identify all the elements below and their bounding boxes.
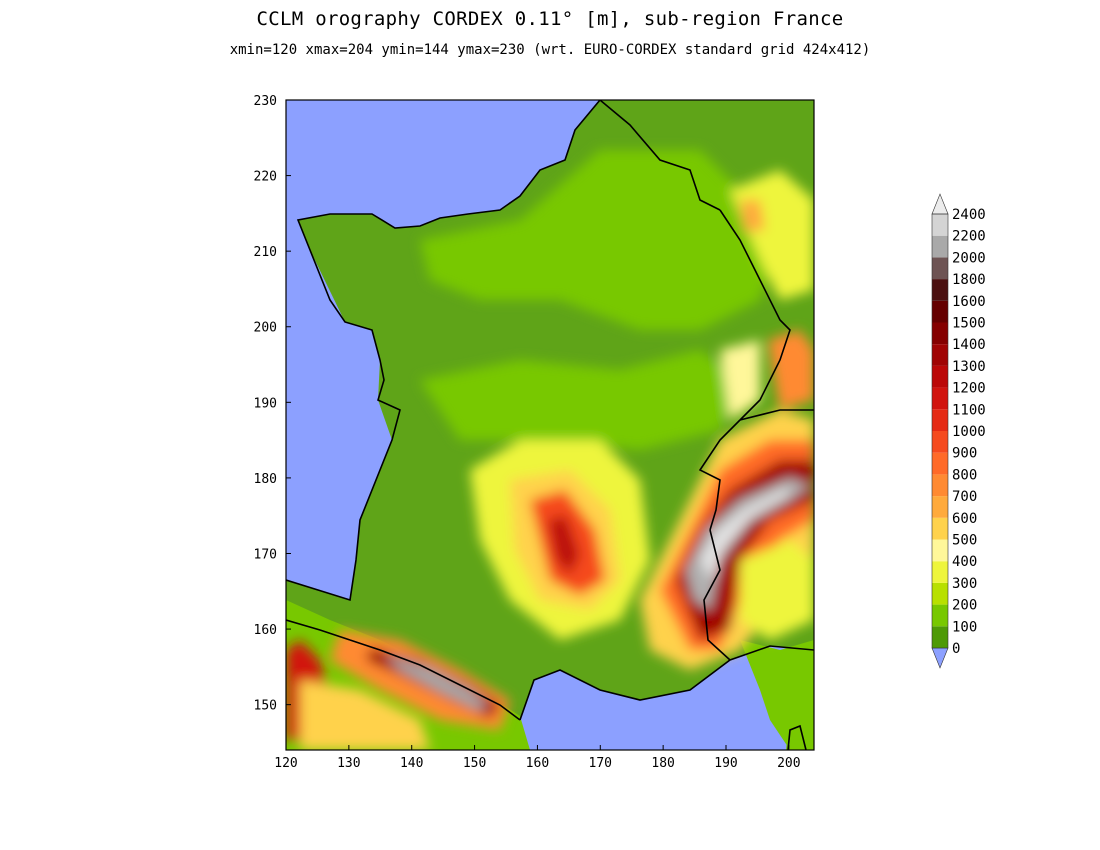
colorbar-level-label: 1800: [952, 272, 986, 288]
colorbar-legend: 0 100 200 300 400 500 600 700 800 900 1000 1100 1200…: [931, 193, 986, 669]
colorbar-level-label: 1600: [952, 294, 986, 310]
colorbar-swatch: [932, 409, 948, 431]
coastlines: [286, 100, 814, 750]
x-tick-label: 150: [463, 756, 486, 771]
border-swiss: [698, 419, 741, 531]
colorbar-level-label: 2400: [952, 207, 986, 223]
colorbar-level-label: 2000: [952, 250, 986, 266]
x-tick-label: 120: [274, 756, 297, 771]
colorbar-swatch: [932, 365, 948, 388]
colorbar-level-label: 1200: [952, 381, 986, 397]
plain-center: [420, 350, 740, 450]
map-title: CCLM orography CORDEX 0.11° [m], sub-reg…: [256, 8, 844, 30]
x-tick-label: 130: [337, 756, 360, 771]
colorbar-level-label: 2200: [952, 229, 986, 245]
coastline-corsica: [787, 724, 807, 750]
border-spain: [349, 639, 521, 721]
border-rhine: [719, 209, 791, 421]
colorbar-swatch: [932, 626, 948, 648]
colorbar-swatch: [932, 539, 948, 562]
colorbar-level-label: 500: [952, 533, 977, 549]
colorbar-level-label: 600: [952, 511, 977, 527]
colorbar-level-label: 1400: [952, 337, 986, 353]
x-axis: 120 130 140 150 160 170 180 190 200: [274, 745, 801, 771]
colorbar-level-label: 800: [952, 467, 977, 483]
colorbar-level-label: 0: [952, 641, 960, 657]
y-axis: 150 160 170 180 190 200 210 220 230: [254, 94, 291, 714]
colorbar-overflow-triangle: [931, 193, 949, 215]
x-tick-label: 180: [651, 756, 674, 771]
coastline-mediterranean: [519, 645, 814, 721]
y-tick-label: 180: [254, 472, 277, 487]
colorbar-swatch: [932, 387, 948, 410]
colorbar-swatch: [932, 300, 948, 323]
colorbar-swatch: [932, 604, 948, 627]
colorbar-level-label: 700: [952, 489, 977, 505]
colorbar-swatch: [932, 257, 948, 280]
colorbar-level-label: 1100: [952, 402, 986, 418]
iberia-mid: [300, 680, 430, 750]
jura-mid: [720, 340, 760, 420]
colorbar-level-label: 300: [952, 576, 977, 592]
border-swiss-italy: [739, 409, 814, 421]
south-alps-italy: [740, 540, 814, 640]
land-italy: [740, 640, 814, 750]
coastline-atlantic: [286, 100, 601, 602]
y-tick-label: 170: [254, 547, 277, 562]
plot-frame: [285, 99, 815, 751]
colorbar-swatch: [932, 322, 948, 345]
alps-snow: [700, 488, 790, 580]
plain-highlands-north: [420, 150, 780, 330]
y-tick-label: 160: [254, 623, 277, 638]
border-italy: [703, 529, 731, 661]
colorbar-level-label: 200: [952, 598, 977, 614]
y-tick-label: 220: [254, 170, 277, 185]
colorbar-underflow-triangle: [931, 647, 949, 669]
border-belgium: [599, 100, 721, 211]
y-tick-label: 200: [254, 321, 277, 336]
colorbar-swatch: [932, 452, 948, 475]
colorbar-swatch: [932, 496, 948, 518]
colorbar-swatch: [932, 582, 948, 605]
jura-high: [768, 330, 814, 410]
colorbar-level-label: 900: [952, 446, 977, 462]
colorbar-level-label: 1300: [952, 359, 986, 375]
map-subtitle: xmin=120 xmax=204 ymin=144 ymax=230 (wrt…: [229, 42, 871, 58]
y-tick-label: 230: [254, 94, 277, 109]
colorbar-swatch: [932, 214, 948, 236]
y-tick-label: 150: [254, 699, 277, 714]
massif-central-peak: [548, 515, 580, 575]
colorbar-swatch: [932, 279, 948, 301]
colorbar-level-label: 1000: [952, 424, 986, 440]
coastline-spain-north: [286, 619, 351, 641]
colorbar-frame: [931, 213, 949, 649]
vosges-high: [740, 200, 765, 232]
colorbar-level-label: 400: [952, 554, 977, 570]
colorbar-level-label: 100: [952, 619, 977, 635]
x-tick-label: 160: [526, 756, 549, 771]
x-tick-label: 200: [777, 756, 800, 771]
colorbar-swatch: [932, 431, 948, 453]
colorbar-swatch: [932, 474, 948, 497]
y-tick-label: 210: [254, 245, 277, 260]
x-tick-label: 140: [400, 756, 423, 771]
colorbar-swatch: [932, 561, 948, 583]
pyrenees-peak: [385, 655, 488, 710]
colorbar-swatch: [932, 235, 948, 258]
colorbar-swatch: [932, 517, 948, 540]
colorbar-swatch: [932, 344, 948, 366]
x-tick-label: 170: [589, 756, 612, 771]
elevation-shading: [286, 150, 814, 750]
colorbar-level-label: 1500: [952, 316, 986, 332]
y-tick-label: 190: [254, 396, 277, 411]
x-tick-label: 190: [714, 756, 737, 771]
